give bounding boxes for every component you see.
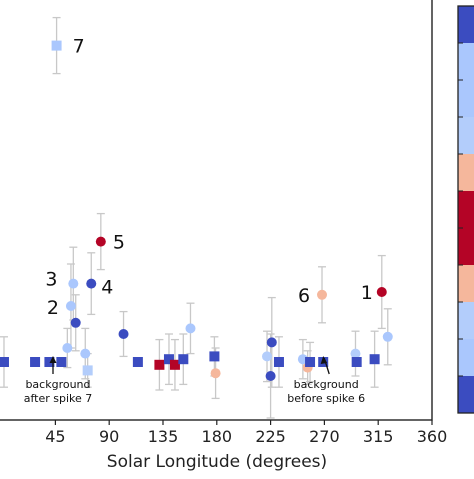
spike-label: 3 <box>45 269 57 291</box>
x-tick-label: 270 <box>309 427 340 446</box>
x-tick-label: 180 <box>202 427 233 446</box>
spike-label: 2 <box>47 297 59 319</box>
x-axis-title: Solar Longitude (degrees) <box>107 452 327 472</box>
annotation-text: background <box>294 378 359 391</box>
colorbar-segment <box>458 228 474 266</box>
colorbar-frame <box>457 5 474 414</box>
annotation-text: before spike 6 <box>287 392 365 405</box>
x-tick-label: 360 <box>417 427 448 446</box>
colorbar-segment <box>458 6 474 44</box>
data-point-square <box>0 357 9 367</box>
colorbar <box>457 5 474 414</box>
x-tick-label: 90 <box>99 427 119 446</box>
annotation-arrowhead <box>49 356 57 363</box>
data-point-circle <box>376 287 387 297</box>
data-point-square <box>56 357 67 367</box>
data-point-circle <box>95 236 106 247</box>
colorbar-segment <box>458 117 474 155</box>
annotation-arrowhead <box>320 356 328 364</box>
colorbar-segment <box>458 265 474 303</box>
data-point-circle <box>80 348 91 359</box>
data-point-layer <box>0 40 393 381</box>
data-point-square <box>169 359 180 370</box>
data-point-circle <box>266 337 277 348</box>
colorbar-segment <box>458 302 474 340</box>
data-point-circle <box>317 289 328 300</box>
data-point-square <box>132 357 143 367</box>
spike-label: 7 <box>73 36 85 58</box>
colorbar-segment <box>458 376 474 414</box>
x-tick-label: 135 <box>148 427 179 446</box>
data-point-square <box>178 354 189 365</box>
colorbar-segment <box>458 43 474 81</box>
data-point-square <box>82 365 93 376</box>
colorbar-segment <box>458 80 474 118</box>
data-point-circle <box>86 278 97 289</box>
data-point-square <box>273 357 284 367</box>
data-point-square <box>163 354 174 365</box>
x-tick-label: 45 <box>45 427 65 446</box>
colorbar-segment <box>458 339 474 377</box>
annotation-text: after spike 7 <box>24 392 93 405</box>
data-point-square <box>44 357 55 367</box>
spike-label: 1 <box>361 282 373 304</box>
x-tick-label: 225 <box>255 427 286 446</box>
data-point-circle <box>185 323 196 334</box>
data-point-circle <box>65 301 76 311</box>
x-tick-label: 315 <box>363 427 394 446</box>
data-point-circle <box>118 329 129 339</box>
data-point-square <box>30 357 41 367</box>
spike-label-layer: 7 2 3 4 5 6 1 <box>45 36 373 319</box>
spike-label: 6 <box>298 285 310 307</box>
data-point-circle <box>70 317 81 328</box>
data-point-circle <box>350 348 361 359</box>
data-point-circle <box>262 351 273 362</box>
data-point-circle <box>382 331 393 342</box>
data-point-square <box>305 357 316 367</box>
data-point-square <box>154 359 165 370</box>
spike-label: 5 <box>113 232 125 254</box>
data-point-circle <box>62 343 73 353</box>
x-axis-ticks: 45 90 135 180 225 270 315 360 <box>45 420 447 446</box>
data-point-square <box>51 40 62 51</box>
data-point-square <box>351 357 362 367</box>
annotation-text: background <box>25 378 90 391</box>
data-point-circle <box>68 278 79 289</box>
colorbar-segment <box>458 154 474 192</box>
data-point-circle <box>265 371 276 381</box>
plot-frame <box>0 0 433 421</box>
data-point-square <box>369 354 380 365</box>
data-point-circle <box>210 368 221 379</box>
colorbar-segment <box>458 191 474 229</box>
data-point-square <box>209 351 220 362</box>
spike-label: 4 <box>101 277 113 299</box>
